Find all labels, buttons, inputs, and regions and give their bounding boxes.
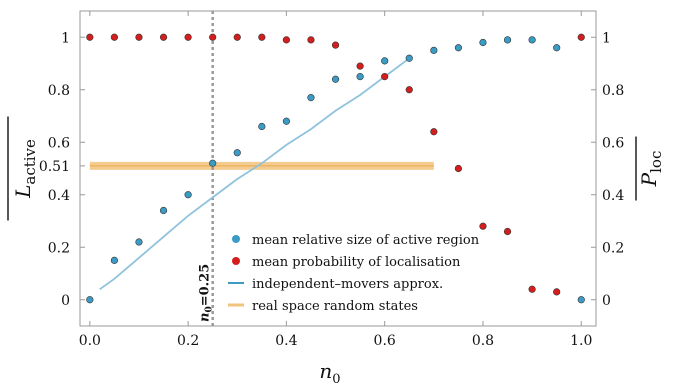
active-size-point — [184, 191, 192, 199]
active-size-point — [209, 159, 217, 167]
active-size-point — [135, 238, 143, 246]
active-size-point — [331, 75, 340, 83]
plot-frame — [79, 10, 597, 327]
localisation-point — [86, 33, 94, 41]
y-left-tick-label: 0 — [61, 293, 70, 309]
legend-layer: mean relative size of active region mean … — [228, 233, 480, 314]
independent-movers-line — [99, 57, 410, 291]
active-size-point — [159, 206, 168, 215]
localisation-point — [184, 33, 192, 41]
y-right-tick-label: 0.4 — [602, 188, 624, 204]
localisation-point — [454, 164, 463, 173]
localisation-point — [503, 227, 512, 236]
active-size-point — [282, 117, 291, 125]
y-left-tick-label: 1 — [61, 30, 70, 46]
plot-border — [79, 10, 597, 327]
y-left-tick-label: 0.2 — [48, 240, 70, 256]
active-size-point — [577, 296, 585, 304]
active-size-point — [381, 57, 389, 65]
y-right-tick-label: 0 — [602, 293, 611, 309]
localisation-point — [479, 222, 487, 230]
legend-label: independent–movers approx. — [252, 277, 443, 292]
legend-label: real space random states — [252, 299, 418, 314]
localisation-point — [209, 33, 217, 41]
x-tick-label: 0.0 — [79, 333, 101, 349]
localisation-point — [381, 73, 389, 81]
titles-layer: n0 Lactive Ploc — [7, 116, 665, 383]
localisation-point — [233, 33, 241, 41]
y-left-tick-label: 0.51 — [39, 159, 70, 175]
active-size-point — [110, 256, 118, 264]
legend-marker — [232, 235, 240, 243]
localisation-point — [110, 33, 118, 41]
x-tick-label: 0.6 — [374, 333, 396, 349]
localisation-point — [553, 288, 561, 296]
vline-layer: n0=0.25 — [198, 11, 215, 326]
band-layer — [89, 161, 434, 170]
y-left-title: Lactive — [11, 139, 39, 199]
active-size-point — [356, 73, 364, 81]
localisation-point — [405, 86, 413, 94]
y-right-tick-label: 0.2 — [602, 240, 624, 256]
active-size-point — [258, 122, 266, 131]
y-right-title: Ploc — [637, 151, 665, 188]
ticks-layer: 0.0 0.2 0.4 0.6 0.8 1.0 0 0.2 0.4 0.51 0.6 0.8 1 0 0.2… — [39, 11, 624, 349]
active-size-point — [430, 46, 438, 54]
x-tick-label: 1.0 — [570, 333, 592, 349]
localisation-point — [577, 33, 585, 41]
active-size-point — [307, 94, 315, 102]
localisation-point — [159, 33, 168, 41]
legend-marker — [232, 257, 240, 265]
localisation-point — [356, 62, 364, 70]
x-tick-label: 0.4 — [275, 333, 297, 349]
active-size-point — [503, 36, 512, 44]
localisation-point — [258, 33, 266, 41]
localisation-point — [528, 285, 536, 293]
localisation-point — [307, 36, 315, 44]
legend-label: mean probability of localisation — [252, 255, 461, 270]
localisation-point — [331, 41, 340, 49]
active-size-point — [553, 44, 561, 52]
active-size-point — [454, 44, 463, 52]
active-size-point — [233, 149, 241, 157]
active-size-point — [479, 38, 487, 47]
active-size-point — [528, 36, 536, 44]
points-layer — [86, 33, 585, 304]
vline-label: n0=0.25 — [198, 264, 215, 322]
y-right-tick-label: 0.6 — [602, 135, 624, 151]
active-size-point — [405, 54, 413, 62]
y-left-tick-label: 0.8 — [48, 83, 70, 99]
y-left-tick-label: 0.4 — [48, 188, 70, 204]
x-tick-label: 0.8 — [472, 333, 494, 349]
line-layer — [99, 57, 410, 291]
active-size-point — [86, 296, 94, 304]
y-right-tick-label: 1 — [602, 30, 611, 46]
x-axis-title: n0 — [319, 359, 340, 383]
y-left-tick-label: 0.6 — [48, 135, 70, 151]
localisation-point — [135, 33, 143, 41]
localisation-point — [430, 128, 438, 136]
y-right-tick-label: 0.8 — [602, 83, 624, 99]
x-tick-label: 0.2 — [177, 333, 199, 349]
localisation-point — [282, 36, 291, 44]
legend-label: mean relative size of active region — [252, 233, 480, 248]
